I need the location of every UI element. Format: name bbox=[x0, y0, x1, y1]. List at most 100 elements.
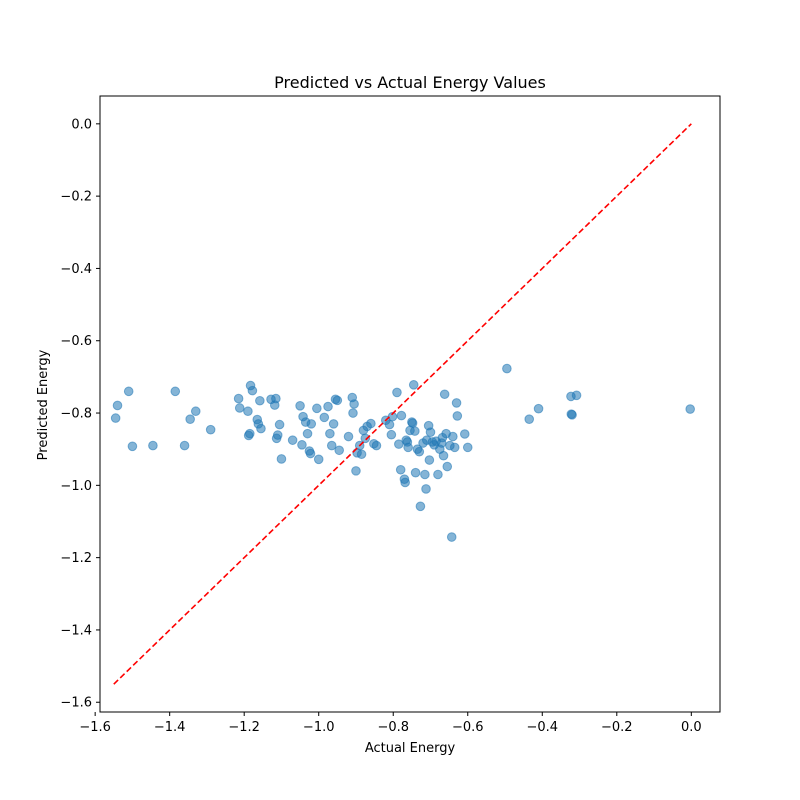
data-point bbox=[325, 428, 335, 439]
data-point bbox=[190, 406, 201, 417]
y-tick-label: −1.4 bbox=[60, 623, 92, 638]
y-tick-label: −1.2 bbox=[60, 551, 92, 566]
data-point bbox=[400, 477, 410, 488]
data-point bbox=[685, 404, 695, 414]
data-point bbox=[319, 412, 330, 423]
data-point bbox=[305, 448, 316, 459]
data-point bbox=[396, 410, 407, 421]
data-point bbox=[567, 410, 577, 420]
data-point bbox=[571, 390, 582, 401]
data-point bbox=[410, 467, 421, 478]
data-point bbox=[297, 440, 307, 450]
data-point bbox=[348, 408, 358, 418]
data-point bbox=[403, 442, 413, 453]
y-tick-label: −0.2 bbox=[60, 190, 92, 205]
y-tick-label: 0.0 bbox=[71, 117, 92, 132]
x-tick-label: −1.6 bbox=[79, 720, 111, 735]
x-tick-label: −0.2 bbox=[601, 720, 633, 735]
data-points bbox=[110, 363, 695, 542]
data-point bbox=[533, 403, 544, 414]
x-tick-label: −1.4 bbox=[154, 720, 186, 735]
y-tick-label: −0.8 bbox=[60, 407, 92, 422]
x-axis-label: Actual Energy bbox=[365, 741, 456, 756]
y-tick-label: −0.4 bbox=[60, 262, 92, 277]
data-point bbox=[295, 401, 305, 411]
x-tick-label: −1.0 bbox=[303, 720, 335, 735]
data-point bbox=[276, 454, 287, 464]
x-tick-label: −0.8 bbox=[377, 720, 409, 735]
data-point bbox=[425, 427, 436, 438]
data-point bbox=[233, 393, 244, 404]
data-point bbox=[351, 466, 361, 476]
data-point bbox=[410, 426, 420, 436]
data-point bbox=[366, 418, 376, 429]
data-point bbox=[328, 419, 339, 429]
data-point bbox=[243, 406, 253, 417]
data-point bbox=[449, 442, 460, 453]
x-axis-ticks: −1.6 −1.4 −1.2 −1.0 −0.8 −0.6 −0.4 −0.2 0.0 bbox=[79, 712, 702, 735]
data-point bbox=[442, 461, 453, 472]
x-tick-label: −0.4 bbox=[526, 720, 558, 735]
data-point bbox=[424, 455, 435, 465]
data-point bbox=[438, 450, 449, 461]
data-point bbox=[313, 454, 324, 465]
data-point bbox=[392, 387, 402, 398]
data-point bbox=[185, 414, 195, 424]
data-point bbox=[312, 403, 322, 414]
x-tick-label: −0.6 bbox=[452, 720, 484, 735]
data-point bbox=[170, 386, 181, 397]
data-point bbox=[452, 411, 463, 421]
reference-line bbox=[113, 123, 692, 685]
data-point bbox=[349, 399, 359, 409]
data-point bbox=[360, 433, 371, 444]
data-point bbox=[446, 532, 457, 542]
data-point bbox=[272, 430, 283, 440]
data-point bbox=[205, 424, 216, 435]
y-axis-label: Predicted Energy bbox=[36, 349, 51, 460]
data-point bbox=[302, 428, 313, 439]
data-point bbox=[502, 363, 512, 374]
data-point bbox=[110, 413, 121, 423]
data-point bbox=[256, 423, 266, 434]
data-point bbox=[306, 419, 317, 429]
data-point bbox=[451, 398, 462, 408]
data-point bbox=[334, 445, 345, 456]
plot-frame bbox=[99, 95, 721, 713]
data-point bbox=[439, 389, 450, 400]
data-point bbox=[179, 440, 190, 451]
data-point bbox=[448, 431, 458, 442]
data-point bbox=[371, 440, 382, 451]
data-point bbox=[433, 469, 443, 480]
data-point bbox=[271, 393, 281, 404]
data-point bbox=[323, 401, 333, 412]
data-point bbox=[255, 395, 265, 406]
data-point bbox=[415, 501, 426, 512]
data-point bbox=[274, 419, 285, 430]
data-point bbox=[395, 464, 406, 475]
data-point bbox=[343, 431, 354, 442]
data-point bbox=[332, 395, 343, 406]
reference-line-group bbox=[113, 123, 692, 685]
data-point bbox=[247, 385, 258, 396]
data-point bbox=[123, 386, 134, 397]
data-point bbox=[127, 441, 138, 452]
data-point bbox=[386, 429, 397, 440]
data-point bbox=[244, 428, 255, 439]
data-point bbox=[112, 400, 123, 411]
data-point bbox=[421, 484, 431, 494]
y-tick-label: −1.0 bbox=[60, 479, 92, 494]
data-point bbox=[326, 440, 337, 451]
data-point bbox=[420, 469, 430, 480]
data-point bbox=[287, 435, 298, 445]
data-point bbox=[462, 442, 473, 453]
x-tick-label: 0.0 bbox=[681, 720, 702, 735]
y-tick-label: −1.6 bbox=[60, 696, 92, 711]
data-point bbox=[384, 419, 395, 430]
data-point bbox=[148, 440, 158, 451]
data-point bbox=[459, 429, 470, 439]
data-point bbox=[356, 449, 367, 460]
data-point bbox=[408, 380, 419, 390]
x-tick-label: −1.2 bbox=[228, 720, 260, 735]
chart-title: Predicted vs Actual Energy Values bbox=[274, 73, 546, 92]
